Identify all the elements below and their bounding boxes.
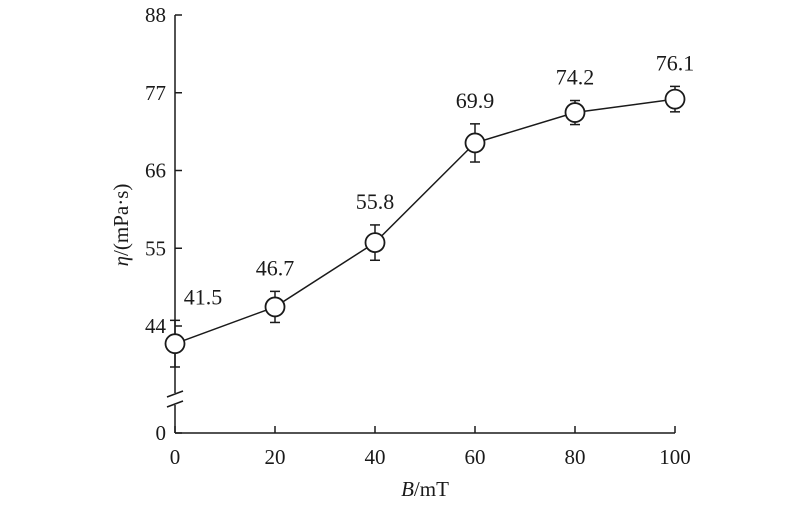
y-axis-title: η/(mPa·s)	[109, 184, 133, 267]
y-tick-label-3: 66	[145, 159, 166, 183]
data-point-1	[264, 296, 286, 318]
error-bars	[170, 85, 680, 368]
y-axis-break-mark-upper	[166, 390, 184, 398]
data-labels: 41.5 46.7 55.8 69.9 74.2 76.1	[184, 50, 695, 309]
x-ticks: 0 20 40 60 80 100	[170, 426, 691, 469]
data-point-2	[364, 232, 386, 253]
x-tick-label-4: 80	[565, 445, 586, 469]
data-point-5	[664, 88, 686, 110]
y-ticks: 0 44 55 66 77 88	[145, 3, 182, 445]
data-label-5: 76.1	[656, 50, 695, 75]
data-label-0: 41.5	[184, 284, 223, 309]
y-tick-label-0: 0	[156, 421, 167, 445]
plot-area: 0 44 55 66 77 88 0 20 40 60 80 100 41.5 46.7 55.8 69.…	[145, 3, 694, 469]
y-tick-label-2: 55	[145, 236, 166, 260]
y-axis-break-mark-lower	[166, 400, 184, 408]
y-tick-label-1: 44	[145, 314, 167, 338]
y-axis-title-symbol: η	[109, 256, 133, 266]
data-point-3	[464, 132, 486, 154]
data-point-0	[164, 333, 186, 355]
y-axis-title-unit: /(mPa·s)	[109, 184, 133, 256]
series-line	[174, 98, 676, 345]
x-tick-label-3: 60	[465, 445, 486, 469]
data-label-3: 69.9	[456, 88, 495, 113]
x-tick-label-5: 100	[659, 445, 691, 469]
y-tick-label-5: 88	[145, 3, 166, 27]
data-label-1: 46.7	[256, 255, 295, 280]
x-axis-title-unit: /mT	[414, 477, 449, 501]
x-tick-label-1: 20	[265, 445, 286, 469]
x-axis-title: B/mT	[401, 477, 449, 501]
x-axis-title-symbol: B	[401, 477, 414, 501]
y-axis-break	[166, 390, 184, 408]
data-label-4: 74.2	[556, 65, 595, 90]
data-points	[164, 88, 686, 355]
y-tick-label-4: 77	[145, 81, 166, 105]
x-tick-label-2: 40	[365, 445, 386, 469]
x-tick-label-0: 0	[170, 445, 181, 469]
data-point-4	[564, 102, 586, 123]
data-label-2: 55.8	[356, 189, 395, 214]
